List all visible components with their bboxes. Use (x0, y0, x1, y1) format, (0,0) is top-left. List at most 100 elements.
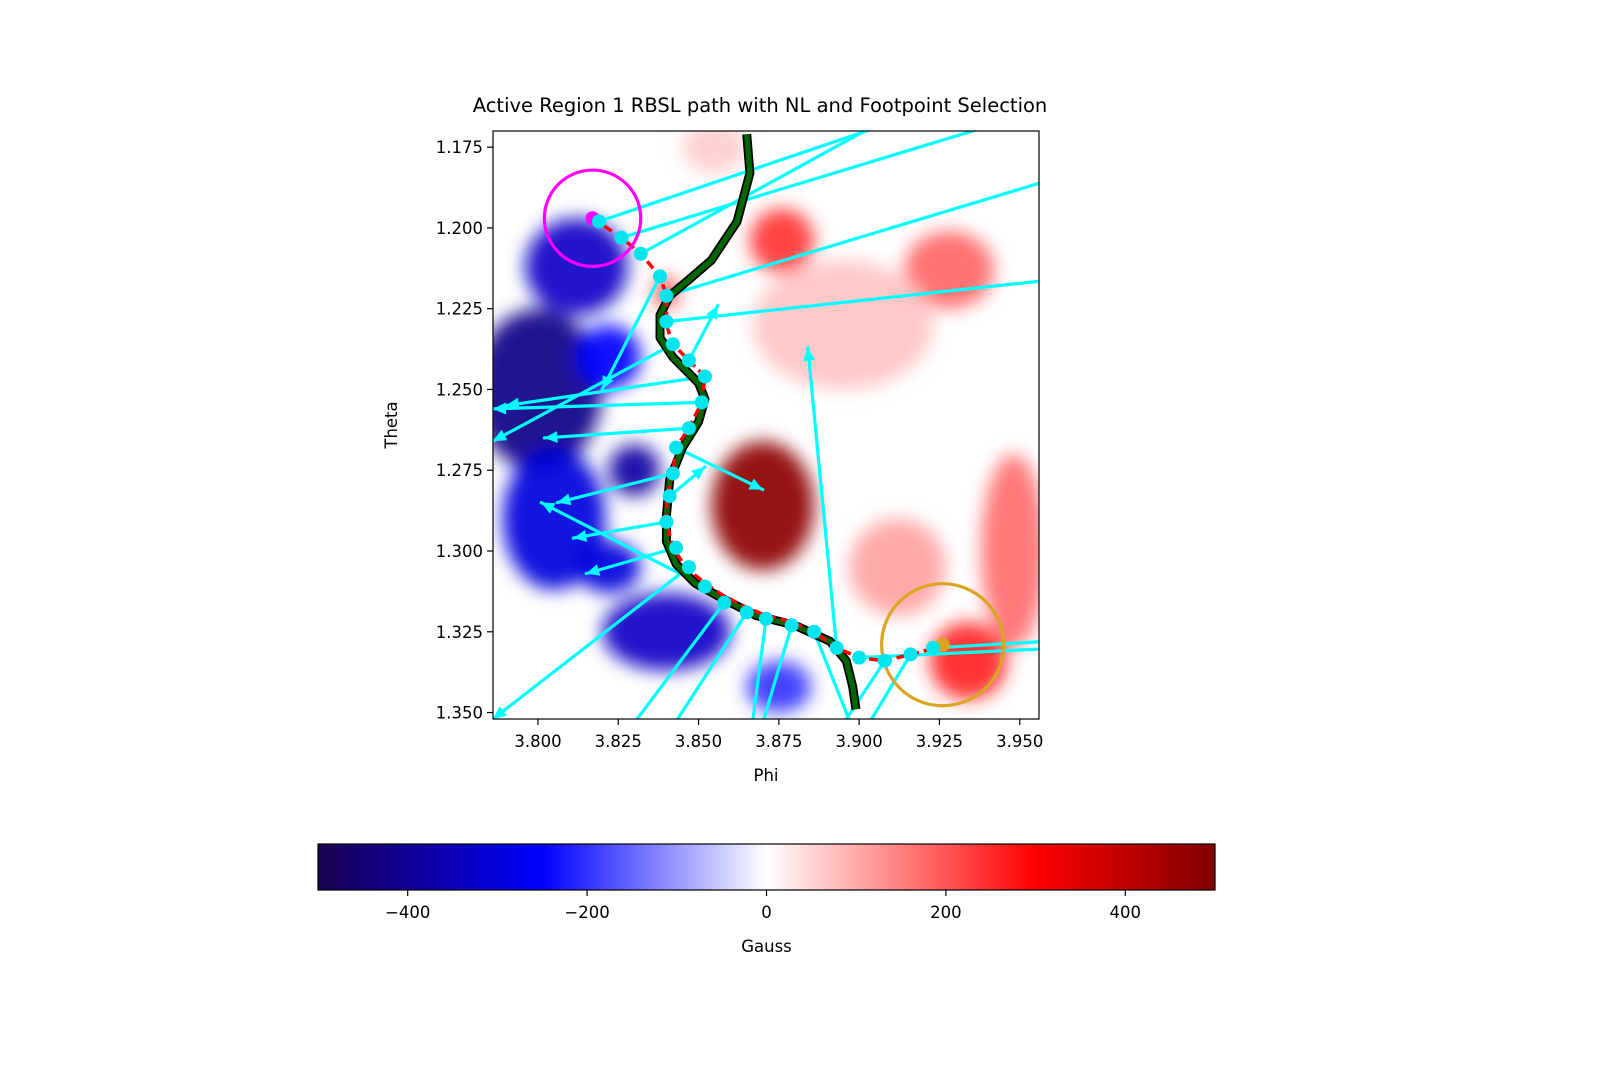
field-vector (555, 471, 675, 505)
field-vector (812, 630, 851, 719)
positive-flux-blob (753, 260, 934, 390)
field-vector-head (706, 305, 718, 320)
path-point (829, 640, 844, 655)
field-vector-head (493, 402, 507, 415)
y-axis-label: Theta (382, 401, 401, 449)
path-point (697, 369, 712, 384)
field-vector-head (803, 347, 815, 361)
path-point (659, 314, 674, 329)
field-vector-head (691, 467, 705, 480)
path-point (717, 595, 732, 610)
path-point (926, 640, 941, 655)
path-point (669, 540, 684, 555)
y-tick-label: 1.325 (436, 623, 483, 642)
chart-title: Active Region 1 RBSL path with NL and Fo… (473, 94, 1048, 117)
y-tick-label: 1.225 (436, 300, 483, 319)
path-point (633, 246, 648, 261)
field-vector (762, 623, 794, 719)
colorbar-tick-label: 400 (1110, 903, 1142, 922)
field-vector (869, 652, 913, 719)
field-vector-head (586, 564, 601, 576)
field-vector-head (541, 502, 556, 514)
field-vector (806, 345, 839, 650)
y-tick-label: 1.350 (436, 704, 483, 723)
field-vector (674, 446, 765, 492)
field-vector-head (1119, 639, 1132, 651)
field-vector-head (1118, 81, 1132, 92)
path-point (739, 605, 754, 620)
path-point (759, 611, 773, 626)
footpoint-circle-end (880, 582, 1006, 708)
path-point (681, 560, 696, 575)
negative-flux-blob (602, 593, 731, 671)
field-vector (493, 565, 691, 719)
y-tick-label: 1.200 (436, 219, 483, 238)
x-tick-label: 3.925 (916, 732, 963, 751)
field-vector (675, 610, 749, 719)
field-vector-head (602, 375, 614, 390)
positive-flux-blob (682, 131, 747, 173)
path-point (877, 653, 892, 668)
colorbar-gradient (317, 843, 1216, 891)
field-vector-head (862, 763, 873, 777)
field-vector-head (493, 429, 508, 442)
field-vector (639, 131, 868, 256)
path-point (852, 650, 867, 665)
field-vector (931, 640, 1039, 650)
field-vector-head (544, 431, 558, 444)
plot-area (492, 81, 1132, 842)
path-point (591, 214, 606, 229)
field-vector (844, 659, 887, 719)
field-vector-head (493, 706, 507, 719)
field-vector (664, 279, 1039, 324)
field-vector-head (808, 763, 820, 777)
field-vector (664, 181, 1039, 298)
negative-flux-blob (502, 447, 606, 590)
negative-flux-blob (746, 660, 811, 713)
field-vector-head (557, 493, 572, 506)
field-vector-head (557, 812, 570, 826)
path-point (697, 579, 712, 594)
x-axis-label: Phi (754, 766, 779, 785)
field-vector-head (1087, 633, 1100, 645)
path-point (694, 395, 709, 410)
field-vector-head (837, 763, 849, 777)
field-vector (635, 601, 726, 719)
field-vector (584, 546, 678, 576)
field-vector (493, 400, 704, 411)
field-vector-head (1070, 272, 1084, 284)
path-point (903, 647, 918, 662)
y-tick-label: 1.275 (436, 461, 483, 480)
x-axis: 3.800 3.825 3.850 3.875 3.900 3.925 3.950 (514, 719, 1043, 751)
path-point (681, 353, 696, 368)
field-vector-head (573, 529, 588, 542)
path-point (784, 618, 799, 633)
negative-flux-blob (576, 324, 641, 390)
colorbar-tick-label: −400 (385, 903, 430, 922)
path-point (653, 269, 668, 284)
field-vector (600, 274, 662, 392)
path-point (665, 337, 680, 352)
x-tick-label: 3.950 (996, 732, 1043, 751)
path-point (614, 230, 629, 245)
path-point (665, 466, 680, 481)
field-vector (619, 131, 979, 240)
field-vector-head (725, 828, 737, 842)
negative-flux-blob (608, 444, 661, 497)
x-tick-label: 3.825 (595, 732, 642, 751)
field-vector-head (733, 828, 745, 842)
magnetogram-heatmap (493, 131, 1039, 713)
positive-flux-blob (849, 518, 946, 616)
plot-frame (492, 130, 1040, 720)
colorbar-tick-label: −200 (564, 903, 609, 922)
positive-flux-blob (711, 441, 815, 571)
negative-flux-blob (525, 218, 628, 316)
field-vector (542, 426, 691, 440)
colorbar-tick-label: 0 (761, 903, 772, 922)
field-vector (504, 374, 707, 408)
field-vector-head (748, 478, 763, 490)
path-overlay (493, 81, 1132, 842)
negative-flux-blob (493, 308, 603, 471)
x-tick-label: 3.850 (675, 732, 722, 751)
